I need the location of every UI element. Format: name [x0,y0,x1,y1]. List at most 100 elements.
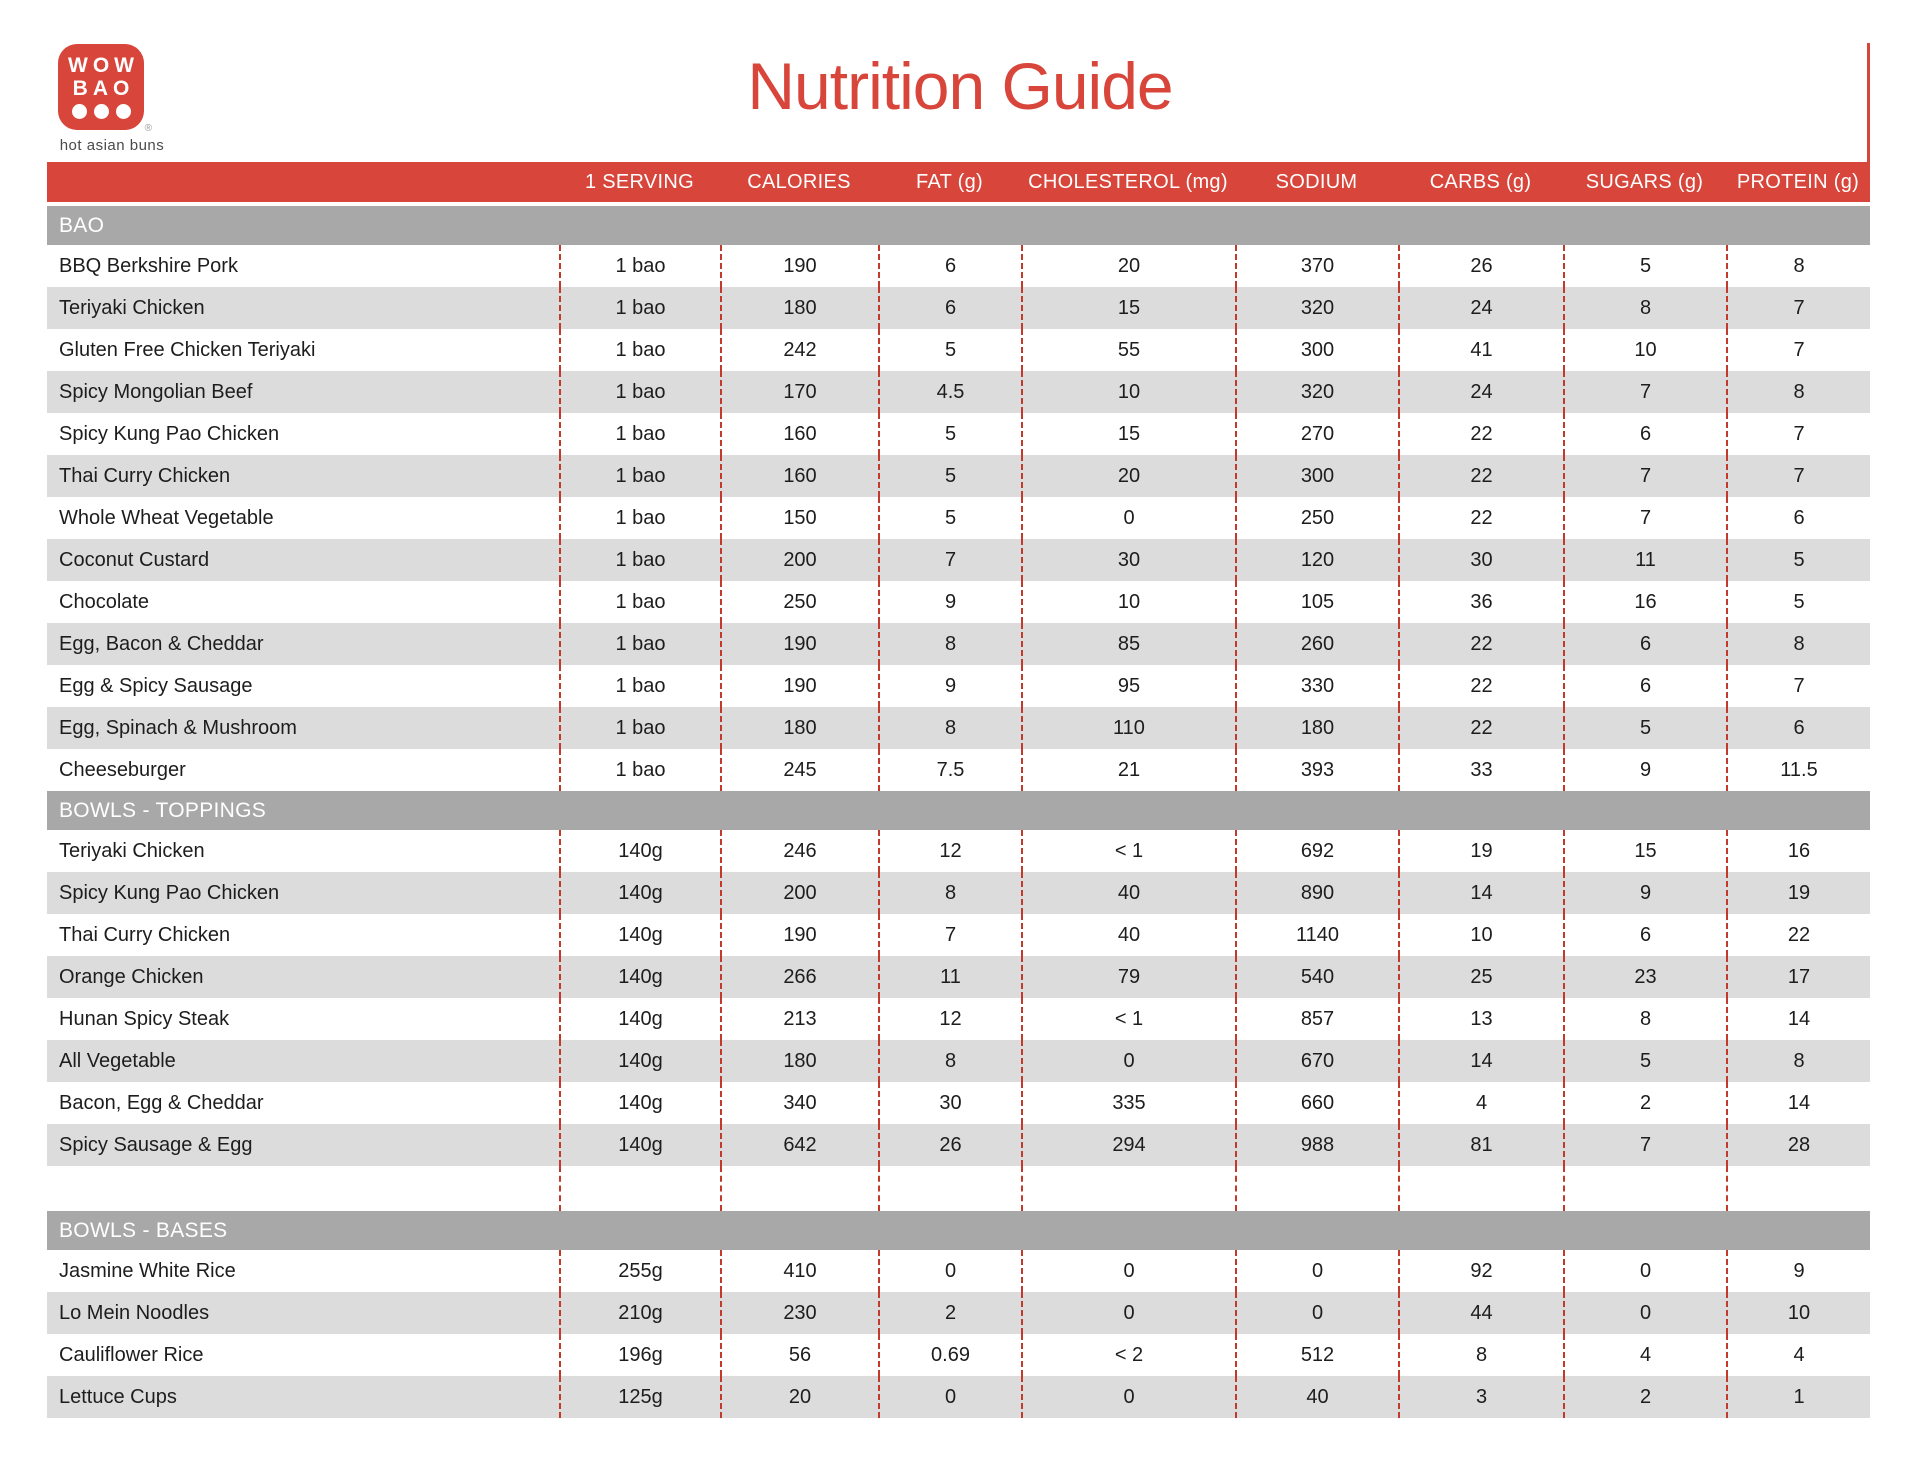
cell-value: 320 [1235,371,1398,413]
logo-dots-icon [71,104,131,119]
cell-value: 10 [1021,371,1235,413]
cell-value: 12 [878,998,1021,1040]
cell-item-name: Lettuce Cups [59,1385,177,1408]
cell-value: 410 [720,1250,878,1292]
cell-value: 1 bao [559,455,720,497]
cell-value: 20 [1021,245,1235,287]
cell-value: 22 [1726,914,1870,956]
cell-value: 4 [1398,1082,1563,1124]
cell-value: 22 [1398,455,1563,497]
cell-value: 10 [1563,329,1726,371]
cell-value: 92 [1398,1250,1563,1292]
cell-value: 5 [1563,245,1726,287]
cell-value: 41 [1398,329,1563,371]
table-row: Spicy Mongolian Beef 1 bao 170 4.5 10 320 24 7 8 [47,371,1870,413]
table-row: Chocolate 1 bao 250 9 10 105 36 16 5 [47,581,1870,623]
cell-value: 30 [1398,539,1563,581]
cell-value: 1 bao [559,539,720,581]
column-header: 1 SERVING [584,170,695,193]
cell-value: 255g [559,1250,720,1292]
cell-value: 1 bao [559,413,720,455]
cell-value: 0 [1235,1292,1398,1334]
table-row: Teriyaki Chicken 1 bao 180 6 15 320 24 8 7 [47,287,1870,329]
cell-value: 19 [1726,872,1870,914]
cell-value: 110 [1021,707,1235,749]
spacer-row [47,1166,1870,1211]
column-header: CHOLESTEROL (mg) [1028,170,1228,193]
cell-item-name: Egg, Spinach & Mushroom [59,716,297,739]
cell-value: 4 [1563,1334,1726,1376]
cell-value: 512 [1235,1334,1398,1376]
cell-value: 8 [878,623,1021,665]
cell-value: 11 [1563,539,1726,581]
cell-value: 7 [1726,455,1870,497]
cell-value: 11 [878,956,1021,998]
cell-value: 540 [1235,956,1398,998]
cell-value: 24 [1398,371,1563,413]
cell-item-name: Gluten Free Chicken Teriyaki [59,338,316,361]
cell-item-name: Spicy Kung Pao Chicken [59,422,280,445]
cell-value: 140g [559,956,720,998]
table-row: Lo Mein Noodles 210g 230 2 0 0 44 0 10 [47,1292,1870,1334]
cell-value: 140g [559,872,720,914]
cell-value: 0 [1021,497,1235,539]
cell-value: 9 [1563,749,1726,791]
cell-value: 200 [720,872,878,914]
cell-value: 0 [1021,1250,1235,1292]
cell-value: 1 bao [559,749,720,791]
cell-value: 330 [1235,665,1398,707]
cell-value: 8 [1563,287,1726,329]
spacer-cell [1563,1166,1726,1211]
cell-value: 246 [720,830,878,872]
table-row: Jasmine White Rice 255g 410 0 0 0 92 0 9 [47,1250,1870,1292]
cell-value: 250 [720,581,878,623]
cell-value: 5 [1726,539,1870,581]
column-header: CARBS (g) [1429,170,1532,193]
cell-value: 340 [720,1082,878,1124]
cell-item-name: Thai Curry Chicken [59,464,231,487]
cell-value: 857 [1235,998,1398,1040]
cell-value: 6 [1726,497,1870,539]
cell-value: 1 bao [559,497,720,539]
cell-value: 125g [559,1376,720,1418]
cell-value: 30 [878,1082,1021,1124]
cell-value: 140g [559,1082,720,1124]
cell-value: 5 [1563,707,1726,749]
spacer-cell [1398,1166,1563,1211]
cell-value: 0 [1021,1292,1235,1334]
cell-item-name: Teriyaki Chicken [59,839,205,862]
cell-value: 22 [1398,623,1563,665]
table-row: Teriyaki Chicken 140g 246 12 < 1 692 19 15 16 [47,830,1870,872]
cell-value: 15 [1563,830,1726,872]
cell-value: 33 [1398,749,1563,791]
cell-value: 0 [1235,1250,1398,1292]
cell-value: 6 [1563,413,1726,455]
cell-value: 245 [720,749,878,791]
table-header-row: 1 SERVING CALORIES FAT (g) CHOLESTEROL (mg)… [47,162,1870,202]
cell-value: 7 [1563,455,1726,497]
cell-value: 0 [1021,1040,1235,1082]
cell-item-name: Egg & Spicy Sausage [59,674,253,697]
cell-value: 22 [1398,707,1563,749]
spacer-cell [559,1166,720,1211]
table-row: Hunan Spicy Steak 140g 213 12 < 1 857 13 8 14 [47,998,1870,1040]
cell-value: 24 [1398,287,1563,329]
cell-value: 7 [878,914,1021,956]
cell-value: 40 [1235,1376,1398,1418]
cell-value: 55 [1021,329,1235,371]
nutrition-table: 1 SERVING CALORIES FAT (g) CHOLESTEROL (mg)… [47,162,1870,1418]
cell-value: 9 [1563,872,1726,914]
column-header: FAT (g) [916,170,983,193]
cell-value: 988 [1235,1124,1398,1166]
cell-value: 210g [559,1292,720,1334]
cell-value: 95 [1021,665,1235,707]
table-row: Thai Curry Chicken 1 bao 160 5 20 300 22 7 7 [47,455,1870,497]
cell-value: 300 [1235,455,1398,497]
cell-value: 140g [559,914,720,956]
table-row: Egg, Spinach & Mushroom 1 bao 180 8 110 180 22… [47,707,1870,749]
table-row: Egg, Bacon & Cheddar 1 bao 190 8 85 260 22 6 8 [47,623,1870,665]
cell-value: 7 [1726,329,1870,371]
cell-item-name: Egg, Bacon & Cheddar [59,632,264,655]
spacer-cell [878,1166,1021,1211]
cell-value: 0 [1021,1376,1235,1418]
